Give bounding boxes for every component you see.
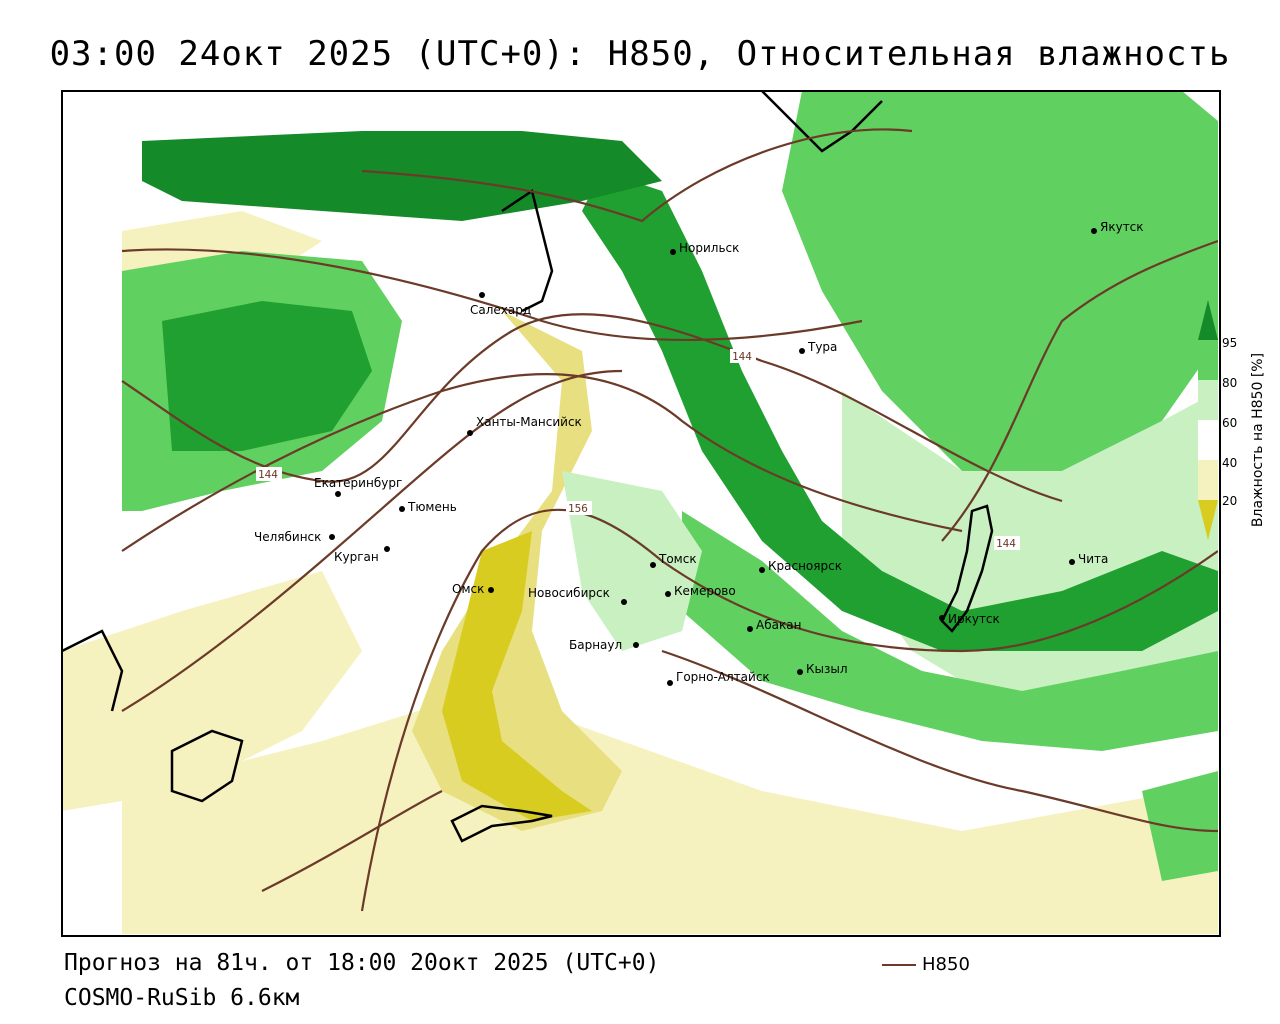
contour-southwest <box>121 369 623 712</box>
caspian-coast <box>62 629 124 712</box>
city-gorno-altaysk: Горно-Алтайск <box>667 670 770 686</box>
balkhash-lake <box>450 804 553 843</box>
field-moist-southeast <box>1142 771 1218 881</box>
humidity-colorbar <box>1198 300 1218 540</box>
svg-text:Омск: Омск <box>452 582 484 596</box>
svg-text:Томск: Томск <box>658 552 697 566</box>
model-info: COSMO-RuSib 6.6км <box>64 985 300 1011</box>
map-canvas: 144 144 156 144 Якутск Норильск Салехард… <box>62 91 1218 934</box>
contour-label: 156 <box>568 502 588 515</box>
taimyr-coast <box>761 91 883 153</box>
field-dry-southwest <box>62 571 362 811</box>
city-irkutsk: Иркутск <box>939 612 1000 626</box>
svg-text:Красноярск: Красноярск <box>768 559 842 573</box>
contour-labels: 144 144 156 144 <box>256 349 1020 550</box>
h850-contours <box>121 128 1218 912</box>
city-abakan: Абакан <box>747 618 801 632</box>
city-kyzyl: Кызыл <box>797 662 848 676</box>
contour-label: 144 <box>996 537 1016 550</box>
field-wet-band-lower <box>682 511 1218 751</box>
city-barnaul: Барнаул <box>569 638 639 652</box>
city-kemerovo: Кемерово <box>665 584 736 598</box>
city-tomsk: Томск <box>650 552 697 568</box>
field-saturated-north <box>142 131 662 221</box>
contour-south <box>261 790 443 892</box>
contour-label: 144 <box>258 468 278 481</box>
svg-text:Курган: Курган <box>334 550 379 564</box>
svg-text:Якутск: Якутск <box>1100 220 1144 234</box>
svg-text:Норильск: Норильск <box>679 241 739 255</box>
colorbar-band-80-95 <box>1198 340 1218 380</box>
svg-text:Тура: Тура <box>807 340 837 354</box>
contour-north-2 <box>361 128 913 223</box>
colorbar-title: Влажность на H850 [%] <box>1250 352 1266 528</box>
city-novosibirsk: Новосибирск <box>528 586 627 605</box>
colorbar-band-20-40 <box>1198 460 1218 500</box>
city-omsk: Омск <box>452 582 494 596</box>
city-yakutsk: Якутск <box>1091 220 1144 234</box>
svg-text:Чита: Чита <box>1078 552 1108 566</box>
field-saturated-west <box>162 301 372 451</box>
city-tyumen: Тюмень <box>399 500 457 514</box>
humidity-map: 144 144 156 144 Якутск Норильск Салехард… <box>62 91 1218 934</box>
yamal-coast <box>501 188 554 313</box>
colorbar-tick: 80 <box>1222 376 1238 390</box>
field-extreme-dry <box>442 531 592 821</box>
svg-text:Новосибирск: Новосибирск <box>528 586 610 600</box>
svg-text:Иркутск: Иркутск <box>948 612 1000 626</box>
city-tura: Тура <box>799 340 837 354</box>
city-krasnoyarsk: Красноярск <box>759 559 842 573</box>
colorbar-tick: 60 <box>1222 416 1238 430</box>
city-salekhard: Салехард <box>470 292 531 317</box>
contour-east <box>941 239 1218 542</box>
colorbar-band-60-80 <box>1198 380 1218 420</box>
contour-north-1 <box>121 248 863 341</box>
colorbar-tick: 95 <box>1222 336 1238 350</box>
city-chita: Чита <box>1069 552 1108 566</box>
svg-text:Екатеринбург: Екатеринбург <box>314 476 402 490</box>
city-kurgan: Курган <box>334 546 390 564</box>
aral-lake <box>170 729 244 803</box>
city-khanty-mansiysk: Ханты-Мансийск <box>467 415 582 436</box>
city-chelyabinsk: Челябинск <box>254 530 335 544</box>
field-moist-central <box>562 471 702 651</box>
contour-legend-line <box>882 963 916 966</box>
svg-text:Челябинск: Челябинск <box>254 530 321 544</box>
colorbar-tick: 20 <box>1222 494 1238 508</box>
contour-156 <box>360 508 1218 912</box>
field-moist-northeast <box>782 91 1218 471</box>
city-norilsk: Норильск <box>670 241 739 255</box>
city-ekaterinburg: Екатеринбург <box>314 476 402 497</box>
contour-southeast <box>661 649 1218 833</box>
svg-text:Ханты-Мансийск: Ханты-Мансийск <box>476 415 582 429</box>
field-dry-south <box>122 691 1218 934</box>
colorbar-band-40-60 <box>1198 420 1218 460</box>
svg-text:Кемерово: Кемерово <box>674 584 736 598</box>
svg-text:Кызыл: Кызыл <box>806 662 848 676</box>
svg-text:Салехард: Салехард <box>470 303 531 317</box>
svg-text:Тюмень: Тюмень <box>407 500 457 514</box>
svg-text:Абакан: Абакан <box>756 618 801 632</box>
contour-legend: H850 <box>882 954 970 975</box>
map-title: 03:00 24окт 2025 (UTC+0): H850, Относите… <box>49 34 1231 74</box>
baikal-lake <box>940 504 994 633</box>
colorbar-top-arrow <box>1198 300 1218 340</box>
forecast-info: Прогноз на 81ч. от 18:00 20окт 2025 (UTC… <box>64 950 660 976</box>
coastlines <box>62 91 994 843</box>
colorbar-bottom-arrow <box>1198 500 1218 540</box>
svg-text:Барнаул: Барнаул <box>569 638 622 652</box>
contour-label: 144 <box>732 350 752 363</box>
field-moist-east <box>842 391 1218 741</box>
colorbar-tick: 40 <box>1222 456 1238 470</box>
svg-text:Горно-Алтайск: Горно-Алтайск <box>676 670 770 684</box>
city-markers: Якутск Норильск Салехард Тура Ханты-Манс… <box>254 220 1144 686</box>
contour-legend-label: H850 <box>922 954 970 975</box>
